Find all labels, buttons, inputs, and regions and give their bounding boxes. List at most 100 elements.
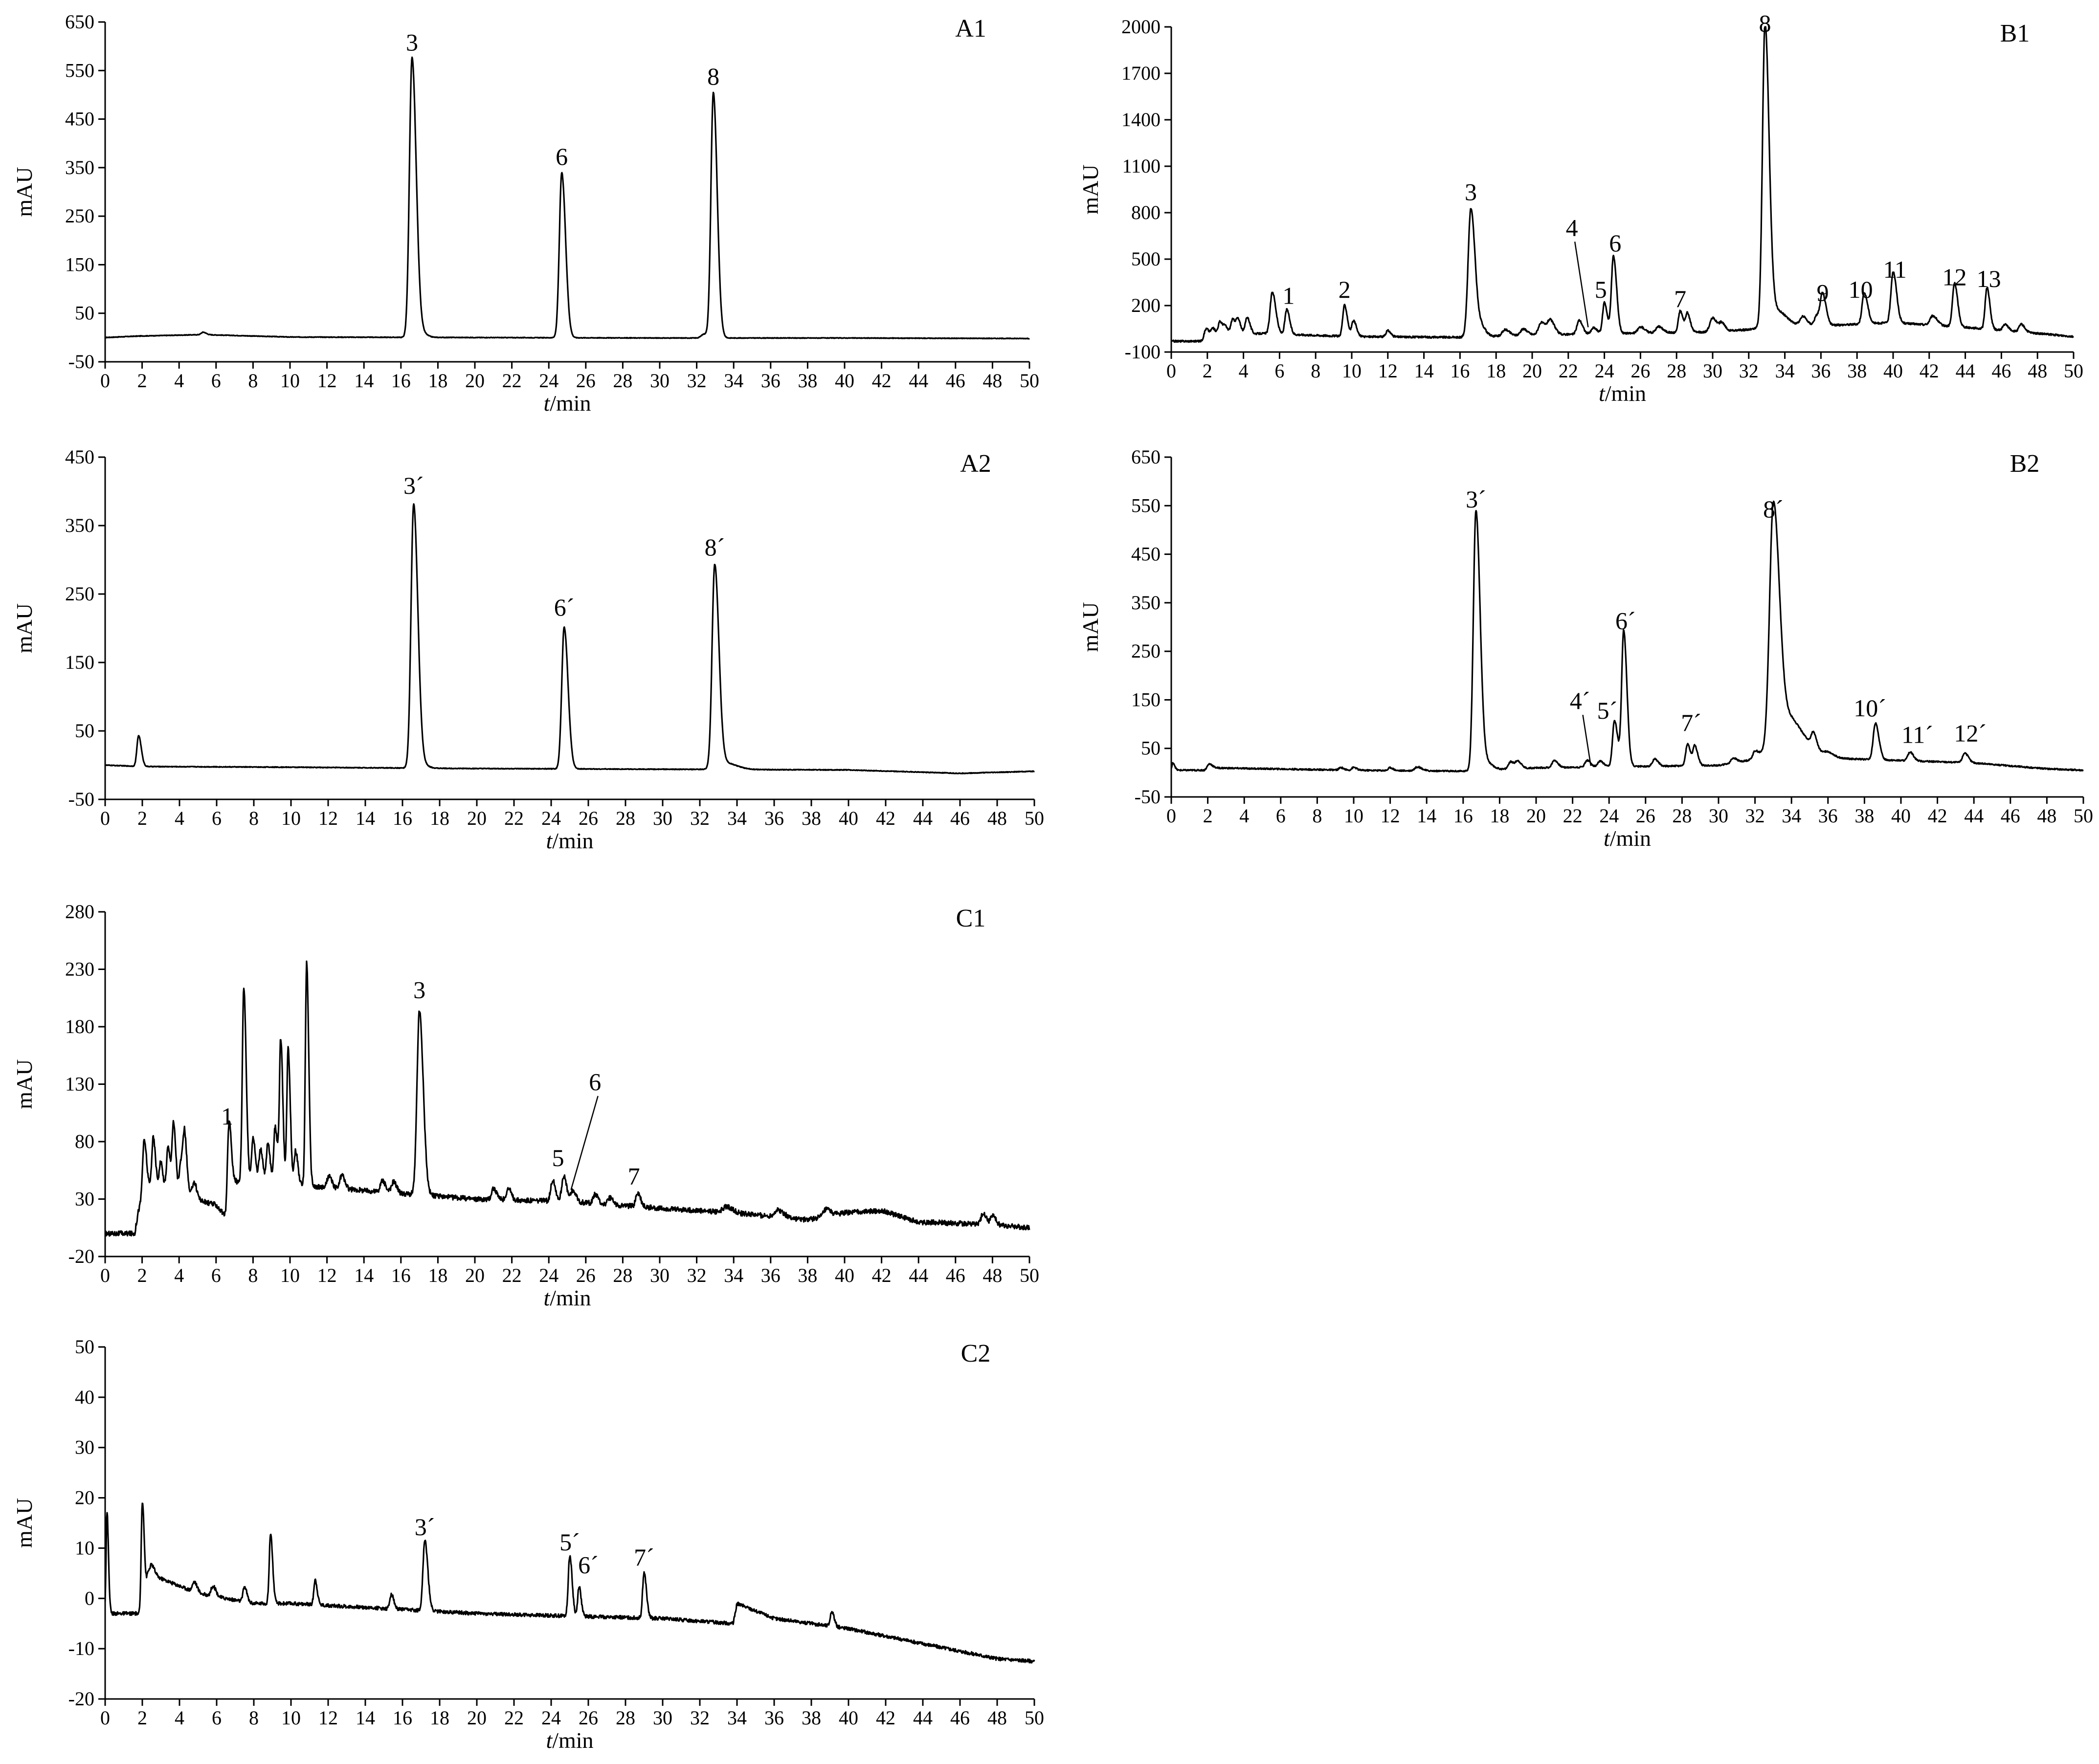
x-tick-label: 20 bbox=[1526, 805, 1546, 827]
x-tick-label: 26 bbox=[1630, 360, 1650, 382]
panel-label: B2 bbox=[2010, 450, 2040, 478]
y-axis-title: mAU bbox=[12, 1498, 37, 1548]
y-tick-label: 10 bbox=[75, 1537, 94, 1559]
x-tick-label: 24 bbox=[1599, 805, 1619, 827]
y-tick-label: -20 bbox=[68, 1245, 94, 1267]
x-tick-label: 6 bbox=[212, 807, 222, 829]
x-tick-label: 40 bbox=[835, 1264, 854, 1286]
y-tick-label: 1400 bbox=[1121, 109, 1161, 131]
x-tick-label: 32 bbox=[690, 1707, 710, 1729]
peak-label: 4 bbox=[1566, 214, 1578, 241]
y-tick-label: 450 bbox=[1131, 543, 1161, 565]
x-tick-label: 14 bbox=[354, 1264, 374, 1286]
y-tick-label: 20 bbox=[75, 1487, 94, 1509]
y-tick-label: 550 bbox=[65, 59, 94, 81]
x-tick-label: 34 bbox=[727, 807, 747, 829]
x-tick-label: 32 bbox=[690, 807, 710, 829]
x-tick-label: 48 bbox=[983, 1264, 1002, 1286]
x-tick-label: 14 bbox=[1414, 360, 1434, 382]
peak-label: 6 bbox=[1609, 229, 1621, 257]
x-tick-label: 50 bbox=[1025, 1707, 1044, 1729]
chromatogram-trace bbox=[104, 960, 1030, 1237]
peak-label: 7´ bbox=[634, 1544, 654, 1571]
x-tick-label: 30 bbox=[653, 807, 672, 829]
y-tick-label: 250 bbox=[1131, 640, 1161, 662]
x-tick-label: 42 bbox=[872, 370, 892, 392]
x-tick-label: 8 bbox=[248, 370, 258, 392]
x-tick-label: 2 bbox=[137, 370, 147, 392]
x-tick-label: 18 bbox=[1486, 360, 1506, 382]
x-tick-label: 4 bbox=[174, 1264, 184, 1286]
y-tick-label: 450 bbox=[65, 446, 94, 468]
x-tick-label: 48 bbox=[2028, 360, 2047, 382]
x-tick-label: 32 bbox=[687, 1264, 707, 1286]
x-tick-label: 12 bbox=[317, 370, 337, 392]
y-tick-label: 50 bbox=[75, 720, 94, 742]
chromatogram-trace bbox=[104, 1502, 1035, 1664]
peak-label: 12´ bbox=[1954, 720, 1987, 747]
y-tick-label: 650 bbox=[65, 11, 94, 33]
x-tick-label: 22 bbox=[504, 807, 524, 829]
x-tick-label: 10 bbox=[281, 807, 301, 829]
x-tick-label: 40 bbox=[839, 807, 858, 829]
x-tick-label: 44 bbox=[913, 1707, 933, 1729]
peak-label: 8´ bbox=[1763, 495, 1784, 523]
peak-label: 5´ bbox=[559, 1528, 580, 1556]
peak-label: 9 bbox=[1817, 279, 1829, 306]
x-tick-label: 34 bbox=[727, 1707, 747, 1729]
y-tick-label: 250 bbox=[65, 205, 94, 227]
x-tick-label: 30 bbox=[650, 1264, 670, 1286]
x-tick-label: 44 bbox=[1956, 360, 1975, 382]
x-tick-label: 28 bbox=[613, 1264, 632, 1286]
x-tick-label: 50 bbox=[2064, 360, 2083, 382]
x-axis-title-unit: /min bbox=[1610, 826, 1651, 851]
x-tick-label: 40 bbox=[835, 370, 854, 392]
y-tick-label: 1100 bbox=[1122, 155, 1161, 177]
y-axis-title: mAU bbox=[1078, 164, 1103, 214]
x-tick-label: 0 bbox=[100, 1707, 110, 1729]
x-tick-label: 44 bbox=[909, 1264, 928, 1286]
x-axis-title: t/min bbox=[1599, 381, 1646, 406]
x-tick-label: 4 bbox=[175, 807, 184, 829]
x-tick-label: 36 bbox=[764, 807, 784, 829]
x-tick-label: 48 bbox=[2037, 805, 2056, 827]
y-tick-label: -50 bbox=[1135, 786, 1161, 808]
peak-label: 2 bbox=[1339, 276, 1351, 303]
x-tick-label: 26 bbox=[576, 1264, 596, 1286]
x-tick-label: 0 bbox=[100, 807, 110, 829]
x-tick-label: 4 bbox=[175, 1707, 184, 1729]
peak-label: 1 bbox=[1282, 282, 1295, 309]
x-tick-label: 48 bbox=[983, 370, 1002, 392]
x-tick-label: 38 bbox=[802, 807, 821, 829]
peak-label: 8´ bbox=[705, 533, 725, 561]
panel-label: A1 bbox=[955, 15, 986, 43]
x-tick-label: 24 bbox=[541, 807, 561, 829]
x-tick-label: 50 bbox=[1020, 370, 1039, 392]
x-tick-label: 20 bbox=[465, 1264, 485, 1286]
panel-label: B1 bbox=[2000, 20, 2030, 47]
peak-label: 10´ bbox=[1853, 694, 1886, 722]
x-tick-label: 26 bbox=[579, 807, 598, 829]
x-tick-label: 2 bbox=[137, 1707, 147, 1729]
x-tick-label: 36 bbox=[764, 1707, 784, 1729]
x-tick-label: 46 bbox=[2001, 805, 2020, 827]
x-tick-label: 0 bbox=[100, 1264, 110, 1286]
x-tick-label: 44 bbox=[909, 370, 928, 392]
x-tick-label: 38 bbox=[798, 370, 817, 392]
x-tick-label: 14 bbox=[354, 370, 374, 392]
x-tick-label: 12 bbox=[1381, 805, 1400, 827]
x-tick-label: 28 bbox=[613, 370, 632, 392]
peak-label: 3´ bbox=[403, 472, 424, 499]
x-tick-label: 30 bbox=[1703, 360, 1722, 382]
y-tick-label: 350 bbox=[65, 514, 94, 536]
x-tick-label: 2 bbox=[1203, 360, 1212, 382]
y-tick-label: 50 bbox=[75, 1336, 94, 1358]
x-tick-label: 30 bbox=[653, 1707, 672, 1729]
x-tick-label: 26 bbox=[1636, 805, 1655, 827]
peak-label: 3´ bbox=[1466, 485, 1486, 513]
x-tick-label: 34 bbox=[724, 1264, 743, 1286]
x-tick-label: 50 bbox=[1020, 1264, 1039, 1286]
peak-leader-line bbox=[1574, 242, 1589, 328]
